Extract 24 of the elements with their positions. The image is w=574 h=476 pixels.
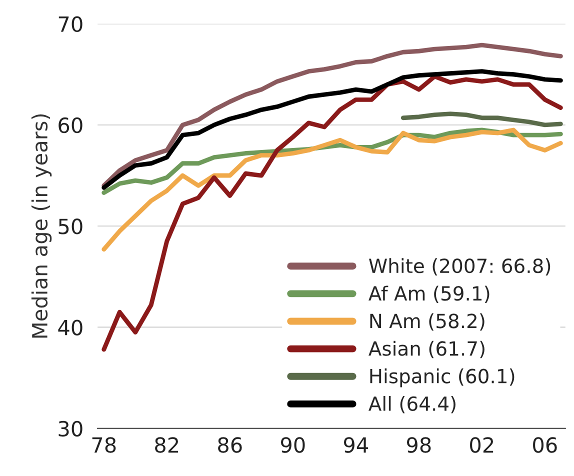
line-series [102,42,563,188]
legend-label: White (2007: 66.8) [369,258,550,276]
x-tick-label: 02 [470,437,494,453]
x-tick-label: 86 [218,437,242,453]
x-tick-label: 82 [155,437,178,453]
y-tick-label: 70 [58,16,82,32]
x-tick-label: 98 [406,437,431,453]
line-series [400,112,563,128]
legend-label: Hispanic (60.1) [370,368,514,388]
y-tick-label: 40 [58,320,82,336]
line-series [102,128,563,252]
x-tick-label: 06 [533,437,557,453]
x-tick-label: 94 [344,437,368,453]
legend-label: All (64.4) [368,396,456,414]
legend-label: N Am (58.2) [370,313,484,331]
y-axis-title: Median age (in years) [31,114,52,338]
line-series [102,69,563,190]
x-tick-label: 90 [280,437,305,453]
y-tick-label: 30 [58,420,82,437]
y-tick-label: 60 [58,117,82,134]
legend-label: Asian (61.7) [368,340,484,358]
legend-label: Af Am (59.1) [368,286,490,304]
y-tick-label: 50 [58,218,82,234]
x-tick-label: 78 [92,437,116,453]
